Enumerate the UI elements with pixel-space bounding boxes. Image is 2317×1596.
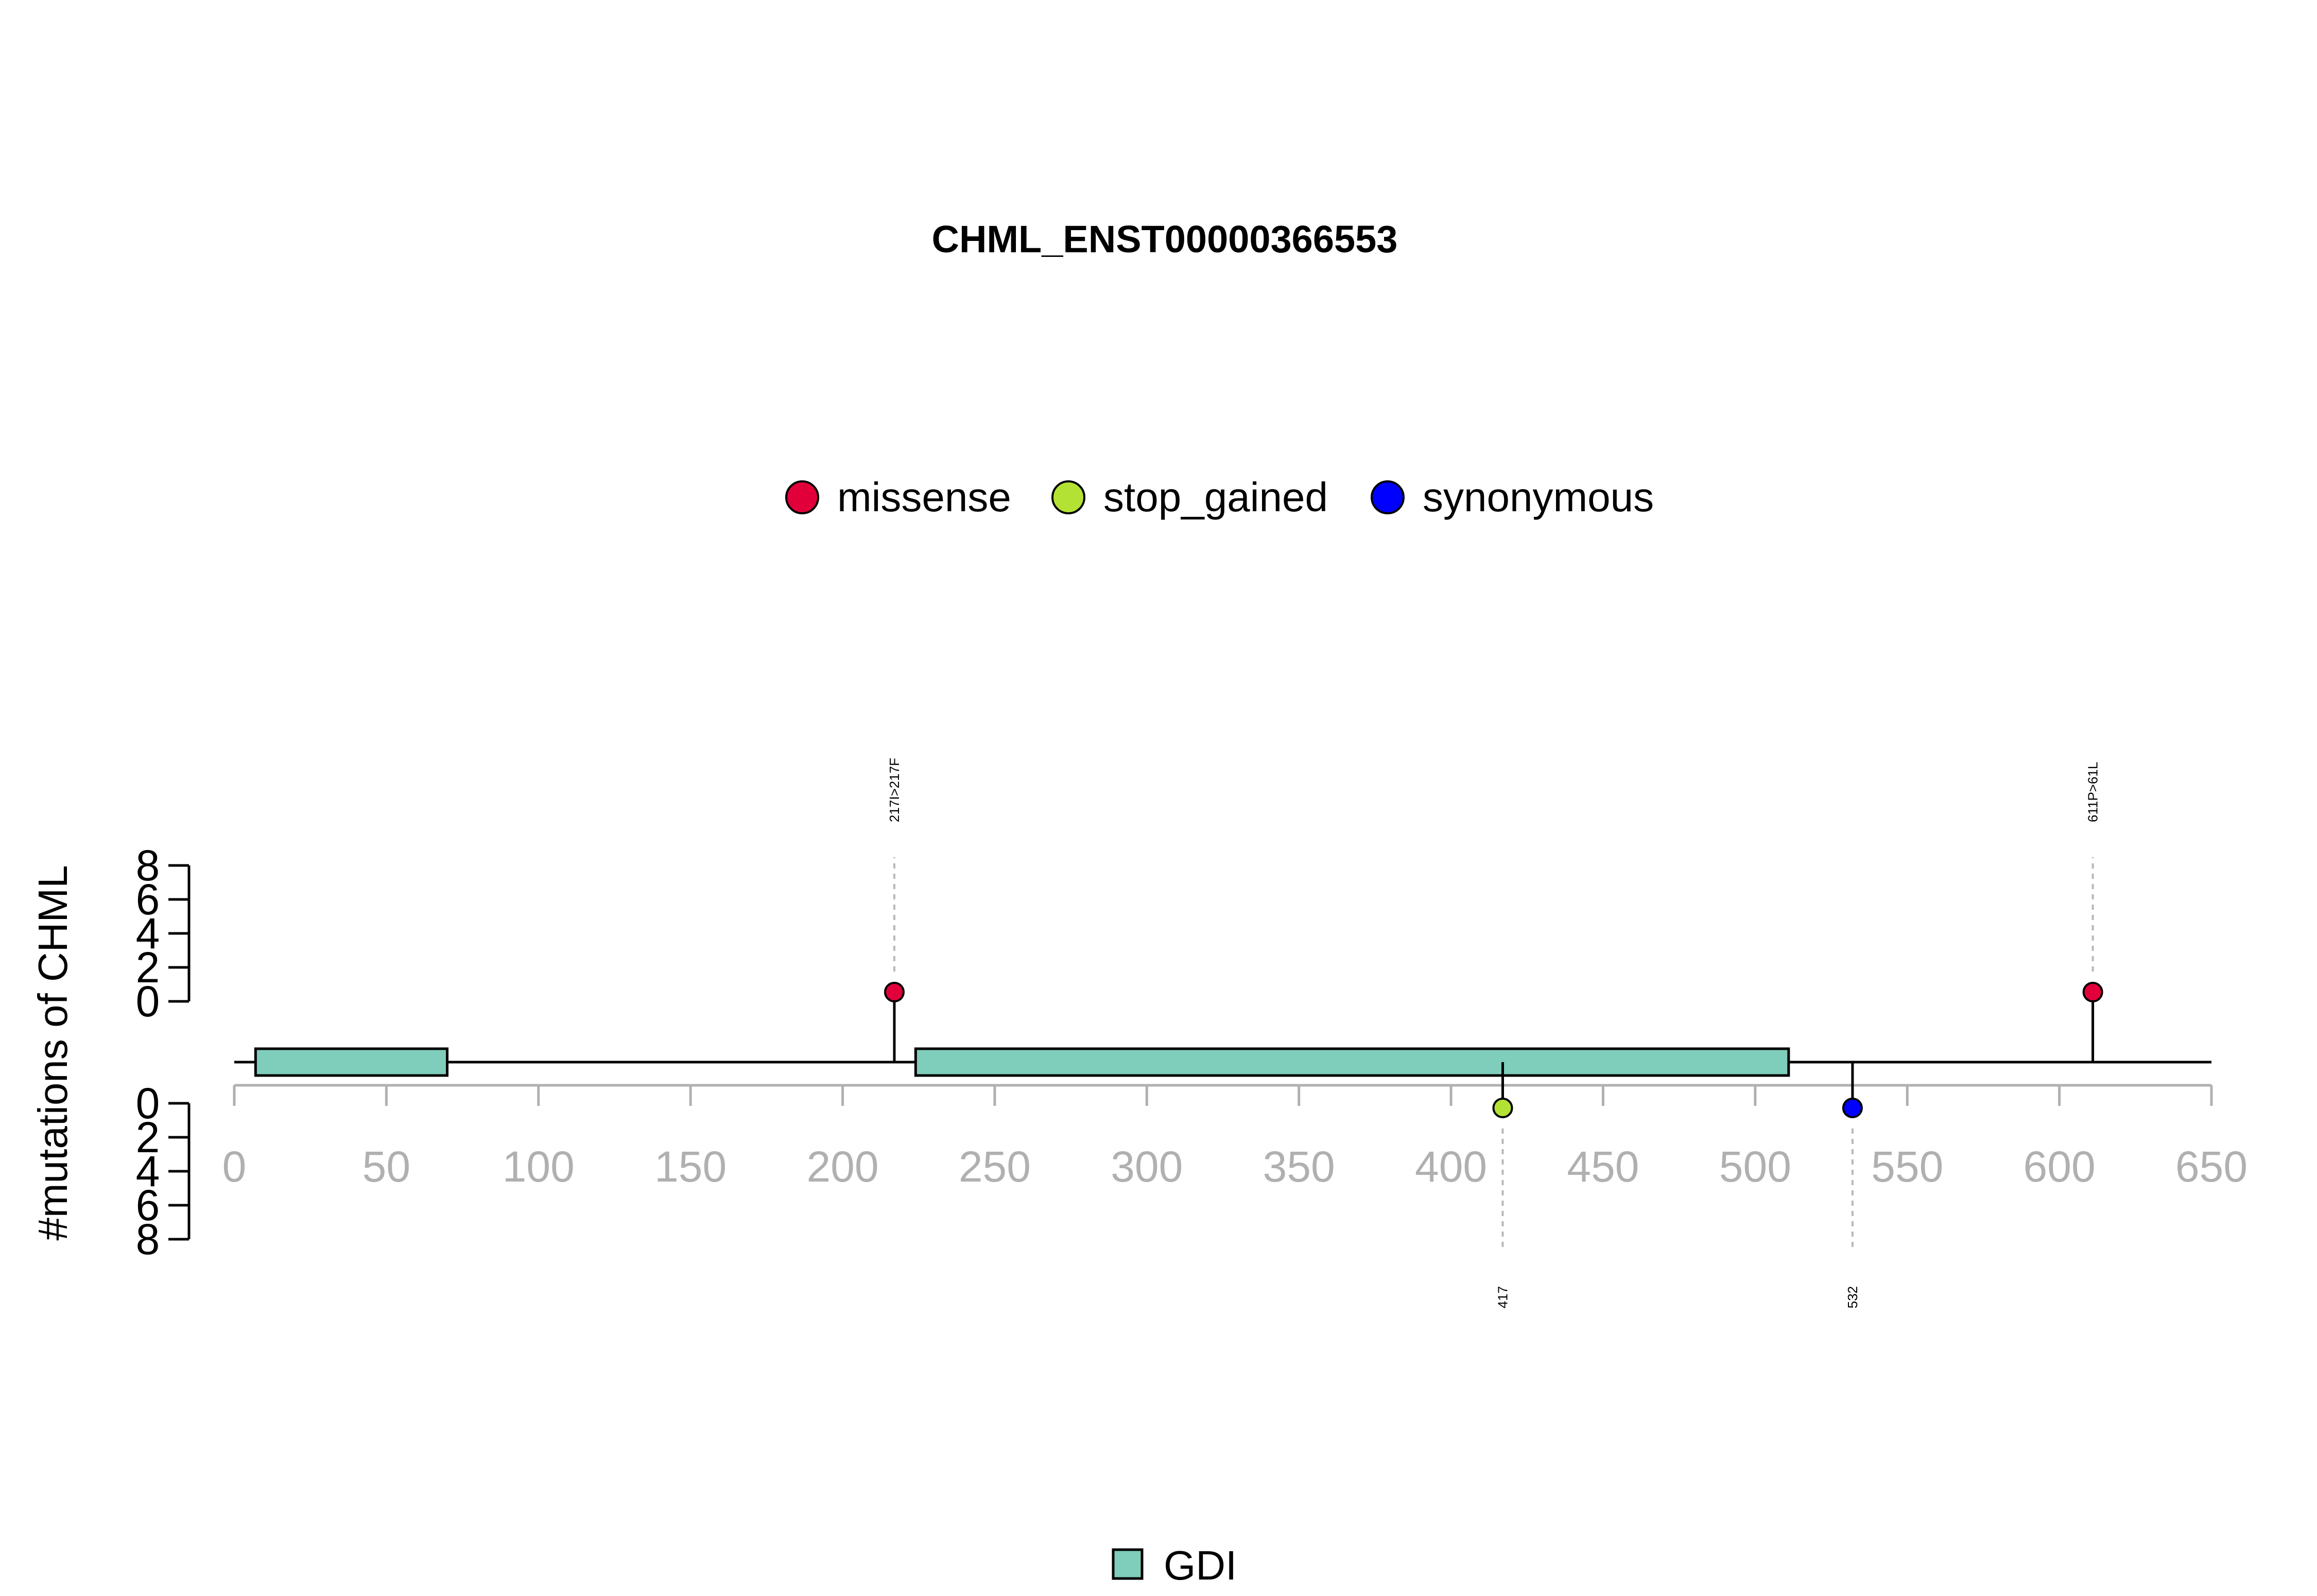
y-bottom-tick-label-6: 6 xyxy=(136,1181,160,1229)
x-tick-label-250: 250 xyxy=(959,1142,1031,1191)
x-tick-label-400: 400 xyxy=(1415,1142,1487,1191)
mutation-611-marker xyxy=(2082,982,2103,1002)
mutation-track: 217I>217F 611P>61L 417 532 xyxy=(884,758,2103,1308)
x-tick-label-150: 150 xyxy=(654,1142,727,1191)
x-tick-label-350: 350 xyxy=(1263,1142,1335,1191)
y-top-tick-label-0: 0 xyxy=(136,977,160,1026)
mutation-217-label: 217I>217F xyxy=(887,758,902,822)
x-tick-label-50: 50 xyxy=(362,1142,410,1191)
domain-track xyxy=(254,1047,1790,1077)
legend-marker-stop_gained xyxy=(1051,480,1085,514)
y-bottom-tick-label-2: 2 xyxy=(136,1113,160,1161)
y-bottom-tick-label-4: 4 xyxy=(136,1147,160,1195)
legend-label-stop_gained: stop_gained xyxy=(1103,474,1328,520)
domain-legend-marker-GDI xyxy=(1112,1548,1144,1580)
domain-legend-label-GDI: GDI xyxy=(1164,1542,1237,1588)
x-tick-label-200: 200 xyxy=(806,1142,878,1191)
y-top-tick-label-2: 2 xyxy=(136,943,160,992)
chart-title: CHML_ENST00000366553 xyxy=(932,218,1398,261)
mutation-532-marker xyxy=(1842,1098,1863,1118)
mutation-417-marker xyxy=(1492,1098,1513,1118)
y-axis-label: #mutations of CHML xyxy=(30,865,76,1240)
x-tick-label-500: 500 xyxy=(1719,1142,1791,1191)
legend-label-missense: missense xyxy=(837,474,1011,520)
x-tick-label-300: 300 xyxy=(1111,1142,1183,1191)
x-tick-label-450: 450 xyxy=(1567,1142,1639,1191)
domain-GDI-2 xyxy=(914,1047,1790,1077)
x-tick-label-650: 650 xyxy=(2175,1142,2247,1191)
mutation-417-label: 417 xyxy=(1495,1286,1511,1308)
legend-marker-synonymous xyxy=(1371,480,1405,514)
y-top-tick-label-8: 8 xyxy=(136,841,160,890)
legend-label-synonymous: synonymous xyxy=(1423,474,1654,520)
mutation-532-label: 532 xyxy=(1845,1286,1860,1308)
x-tick-label-550: 550 xyxy=(1871,1142,1943,1191)
mutation-611-label: 611P>61L xyxy=(2085,762,2101,822)
x-axis: 0 50 100 150 200 250 300 350 400 450 500 550 600 650 xyxy=(222,1084,2247,1191)
x-tick-label-0: 0 xyxy=(222,1142,247,1191)
y-top-tick-label-4: 4 xyxy=(136,909,160,958)
domain-GDI-1 xyxy=(254,1047,449,1077)
mutation-217-marker xyxy=(884,982,905,1002)
legend-marker-missense xyxy=(785,480,819,514)
domain-legend: GDI xyxy=(1112,1542,1237,1588)
mutation-type-legend: missense stop_gained synonymous xyxy=(785,474,1654,520)
y-bottom-tick-label-0: 0 xyxy=(136,1079,160,1127)
x-tick-label-600: 600 xyxy=(2024,1142,2096,1191)
y-top-tick-label-6: 6 xyxy=(136,875,160,924)
y-bottom-tick-label-8: 8 xyxy=(136,1215,160,1263)
x-tick-label-100: 100 xyxy=(503,1142,575,1191)
